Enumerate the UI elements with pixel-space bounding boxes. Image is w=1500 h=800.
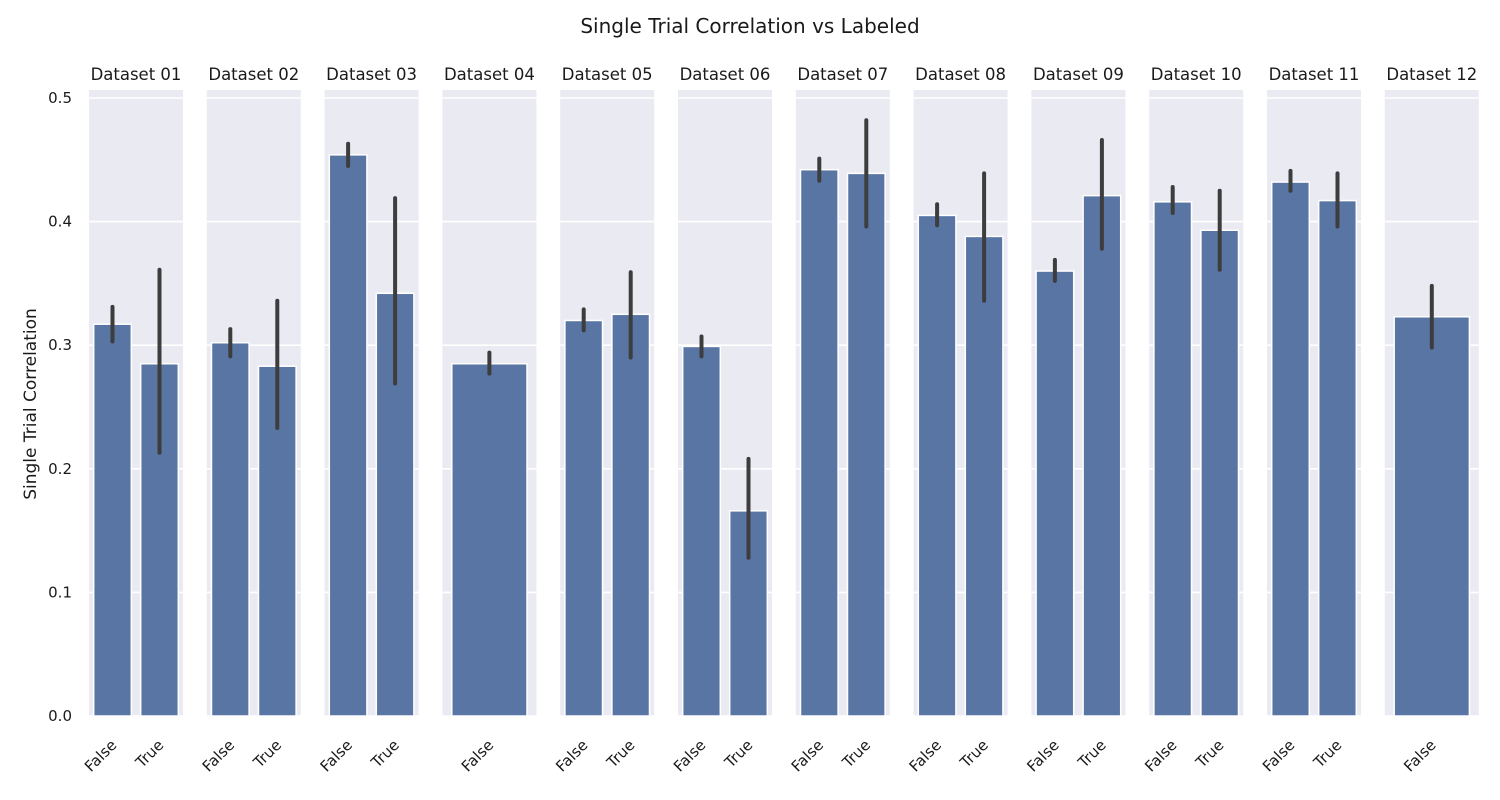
x-tick-label: False	[199, 736, 238, 775]
x-tick-label: False	[1400, 736, 1439, 775]
chart-title: Single Trial Correlation vs Labeled	[580, 14, 919, 38]
x-tick-label: False	[1259, 736, 1298, 775]
x-tick-label: False	[81, 736, 120, 775]
bar	[210, 341, 250, 717]
x-tick-label: False	[788, 736, 827, 775]
panel: Dataset 04 False	[442, 65, 537, 775]
panel: Dataset 11 False True	[1259, 65, 1361, 775]
x-tick-label: False	[458, 736, 497, 775]
bar	[964, 235, 1004, 717]
bar	[681, 345, 722, 717]
x-tick-label: False	[670, 736, 709, 775]
y-tick-label: 0.1	[48, 583, 72, 601]
panel-title: Dataset 10	[1151, 65, 1242, 84]
bar	[846, 172, 886, 717]
panel: Dataset 01 False True	[81, 65, 183, 775]
bar	[799, 168, 839, 717]
x-tick-label: True	[720, 736, 756, 772]
y-tick-label: 0.2	[48, 460, 72, 478]
x-tick-label: False	[317, 736, 356, 775]
bar	[1200, 229, 1240, 717]
panel-title: Dataset 07	[797, 65, 888, 84]
y-tick-label: 0.4	[48, 213, 72, 231]
bar	[564, 319, 604, 717]
panel: Dataset 07 False True	[788, 65, 890, 775]
bar	[1153, 201, 1193, 717]
panel-title: Dataset 03	[326, 65, 417, 84]
bar	[1317, 199, 1358, 717]
bar	[92, 323, 133, 717]
x-tick-label: False	[1141, 736, 1180, 775]
panel-title: Dataset 02	[208, 65, 299, 84]
panel-title: Dataset 06	[680, 65, 771, 84]
panel-title: Dataset 09	[1033, 65, 1124, 84]
y-tick-label: 0.3	[48, 336, 72, 354]
x-tick-label: True	[131, 736, 167, 772]
panel: Dataset 02 False True	[199, 65, 301, 775]
panel: Dataset 05 False True	[552, 65, 655, 775]
bar	[1270, 181, 1311, 717]
y-axis-label: Single Trial Correlation	[21, 308, 41, 500]
panel-title: Dataset 12	[1386, 65, 1477, 84]
x-tick-label: True	[956, 736, 992, 772]
panel: Dataset 12 False	[1384, 65, 1479, 775]
x-tick-label: True	[249, 736, 285, 772]
x-tick-label: False	[1023, 736, 1062, 775]
x-tick-label: True	[1074, 736, 1110, 772]
bar	[1082, 194, 1122, 717]
bar	[917, 214, 957, 717]
bar	[611, 313, 651, 717]
panel-title: Dataset 01	[91, 65, 182, 84]
panel-title: Dataset 11	[1269, 65, 1360, 84]
bar	[1035, 270, 1075, 717]
x-tick-label: True	[1192, 736, 1228, 772]
x-tick-label: True	[603, 736, 639, 772]
panel-title: Dataset 05	[562, 65, 653, 84]
y-tick-label: 0.0	[48, 707, 72, 725]
x-tick-label: True	[1309, 736, 1345, 772]
panel: Dataset 08 False True	[906, 65, 1008, 775]
bar	[328, 154, 368, 717]
y-tick-labels: 0.0 0.1 0.2 0.3 0.4 0.5	[48, 89, 72, 725]
x-tick-label: True	[838, 736, 874, 772]
y-tick-label: 0.5	[48, 89, 72, 107]
panel: Dataset 09 False True	[1023, 65, 1126, 775]
x-tick-label: True	[367, 736, 403, 772]
bar	[451, 362, 528, 717]
panel: Dataset 10 False True	[1141, 65, 1244, 775]
panel: Dataset 06 False True	[670, 65, 772, 775]
panel-title: Dataset 04	[444, 65, 535, 84]
x-tick-label: False	[906, 736, 945, 775]
x-tick-label: False	[552, 736, 591, 775]
bar	[1393, 316, 1471, 717]
panel: Dataset 03 False True	[317, 65, 419, 775]
panel-title: Dataset 08	[915, 65, 1006, 84]
